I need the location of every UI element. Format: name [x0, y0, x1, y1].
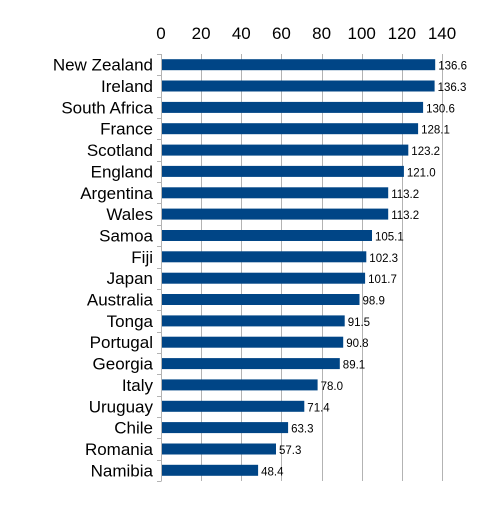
data-label: 78.0: [321, 381, 343, 393]
bar-portugal: [162, 336, 344, 348]
category-label: Chile: [114, 419, 153, 438]
x-tick-label: 60: [272, 24, 291, 43]
data-label: 136.6: [438, 61, 467, 73]
bar-samoa: [162, 230, 372, 241]
bar-uruguay: [162, 400, 305, 412]
category-label: France: [100, 120, 153, 139]
bar-england: [162, 165, 404, 177]
bar-namibia: [162, 464, 259, 476]
bar-japan: [162, 272, 366, 284]
bar-new-zealand: [162, 59, 436, 71]
x-tick-label: 80: [312, 24, 331, 43]
category-label: Portugal: [90, 333, 153, 352]
data-label: 121.0: [407, 167, 436, 179]
category-label: Romania: [85, 440, 154, 459]
data-label: 101.7: [368, 274, 397, 286]
data-label: 57.3: [279, 445, 301, 457]
x-axis-ticks: 0 20 40 60 80 100 120 140: [156, 24, 456, 43]
bar-south-africa: [162, 101, 424, 113]
data-label: 105.1: [375, 232, 404, 244]
category-label: South Africa: [61, 98, 153, 117]
category-label: Japan: [107, 269, 153, 288]
data-label: 123.2: [411, 146, 440, 158]
x-tick-label: 120: [388, 24, 416, 43]
category-label: Georgia: [93, 355, 154, 374]
data-label: 89.1: [343, 360, 365, 372]
data-label: 63.3: [291, 424, 313, 436]
x-tick-label: 40: [232, 24, 251, 43]
data-label: 102.3: [369, 253, 398, 265]
data-label: 91.5: [348, 317, 370, 329]
category-label: England: [91, 162, 153, 181]
bar-italy: [162, 379, 318, 391]
bar-scotland: [162, 144, 409, 156]
category-label: Scotland: [87, 141, 153, 160]
bar-wales: [162, 208, 389, 220]
data-label: 113.2: [391, 210, 419, 222]
x-tick-label: 0: [156, 24, 165, 43]
data-label: 90.8: [346, 338, 368, 350]
bar-romania: [162, 443, 276, 455]
category-label: Namibia: [91, 461, 154, 480]
category-label: Fiji: [131, 248, 153, 267]
data-label: 98.9: [363, 296, 385, 308]
data-label: 71.4: [307, 402, 330, 414]
category-label: Argentina: [80, 184, 153, 203]
data-label: 136.3: [438, 82, 467, 94]
category-label: Samoa: [99, 227, 153, 246]
category-label: New Zealand: [53, 56, 153, 75]
x-tick-label: 100: [348, 24, 376, 43]
bar-georgia: [162, 358, 340, 370]
bar-tonga: [162, 315, 345, 327]
bar-chile: [162, 422, 289, 434]
grid-lines: [157, 54, 443, 482]
x-tick-label: 20: [192, 24, 211, 43]
bar-ireland: [162, 80, 435, 92]
category-label: Wales: [106, 205, 153, 224]
category-label: Ireland: [101, 77, 153, 96]
category-label: Tonga: [107, 312, 154, 331]
category-label: Italy: [122, 376, 154, 395]
bar-australia: [162, 294, 360, 305]
category-label: Uruguay: [89, 397, 154, 416]
category-label: Australia: [87, 291, 154, 310]
data-labels: 136.6 136.3 130.6 128.1 123.2 121.0 113.2 113.2…: [261, 61, 467, 479]
category-labels: New Zealand Ireland South Africa France Scot…: [53, 56, 154, 481]
bar-argentina: [162, 187, 389, 199]
x-tick-label: 140: [428, 24, 456, 43]
data-label: 128.1: [421, 125, 450, 137]
bar-france: [162, 123, 419, 135]
bars: [162, 59, 436, 476]
data-label: 113.2: [391, 189, 419, 201]
data-label: 48.4: [261, 466, 284, 478]
data-label: 130.6: [426, 103, 455, 115]
bar-fiji: [162, 251, 367, 263]
